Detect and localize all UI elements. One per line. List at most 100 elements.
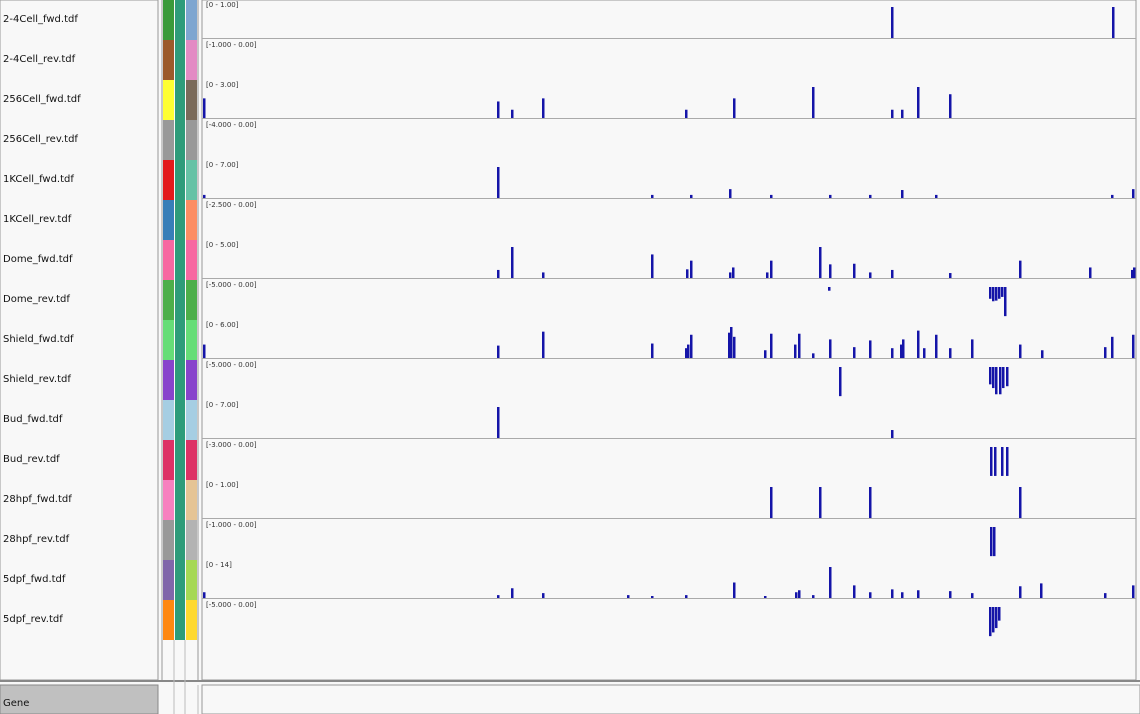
signal-bar: [1132, 585, 1135, 598]
signal-bar: [891, 269, 894, 278]
attr-color: [175, 0, 185, 40]
track-name[interactable]: 256Cell_rev.tdf: [3, 134, 78, 145]
signal-bar: [829, 339, 832, 358]
track-name[interactable]: Shield_rev.tdf: [3, 374, 71, 385]
signal-bar: [971, 339, 974, 358]
range-label: [-5.000 - 0.00]: [206, 281, 257, 289]
signal-bar: [1111, 336, 1114, 358]
signal-bar: [853, 263, 856, 278]
track-name[interactable]: 5dpf_rev.tdf: [3, 614, 63, 625]
signal-bar: [989, 287, 992, 299]
signal-bar: [764, 596, 767, 598]
range-label: [0 - 1.00]: [206, 1, 239, 9]
track-name[interactable]: Bud_fwd.tdf: [3, 414, 63, 425]
signal-bar: [949, 94, 952, 118]
track-name[interactable]: 1KCell_fwd.tdf: [3, 174, 74, 185]
track-name[interactable]: Bud_rev.tdf: [3, 454, 60, 465]
signal-bar: [989, 367, 992, 385]
range-label: [-1.000 - 0.00]: [206, 521, 257, 529]
signal-bar: [1132, 334, 1135, 358]
attr-color: [163, 80, 174, 120]
track-name[interactable]: 1KCell_rev.tdf: [3, 214, 72, 225]
signal-bar: [1111, 194, 1114, 198]
attr-color: [163, 400, 174, 440]
attr-color: [163, 360, 174, 400]
attr-color: [175, 560, 185, 600]
signal-bar: [1006, 367, 1009, 387]
range-label: [0 - 14]: [206, 561, 232, 569]
signal-bar: [497, 269, 500, 278]
signal-bar: [1001, 447, 1004, 476]
attr-color: [163, 280, 174, 320]
signal-bar: [869, 194, 872, 198]
attr-color: [175, 360, 185, 400]
signal-bar: [901, 109, 904, 118]
signal-bar: [853, 585, 856, 598]
signal-bar: [1104, 347, 1107, 358]
attr-color: [186, 520, 197, 560]
gene-data-cell: [201, 684, 1140, 714]
signal-bar: [949, 348, 952, 358]
attr-color: [175, 120, 185, 160]
signal-bar: [1089, 267, 1092, 278]
signal-bar: [794, 344, 797, 358]
track-name[interactable]: 28hpf_rev.tdf: [3, 534, 70, 545]
track-name[interactable]: 28hpf_fwd.tdf: [3, 494, 72, 505]
signal-bar: [812, 595, 815, 598]
signal-bar: [733, 336, 736, 358]
signal-bar: [685, 109, 688, 118]
data-panel: [201, 0, 1137, 681]
signal-bar: [1131, 269, 1134, 278]
signal-bar: [732, 267, 735, 278]
attr-color: [163, 160, 174, 200]
signal-bar: [935, 194, 938, 198]
signal-bar: [819, 487, 822, 518]
attr-color: [186, 320, 197, 360]
signal-bar: [497, 407, 500, 438]
signal-bar: [542, 331, 545, 358]
signal-bar: [1004, 287, 1007, 317]
track-name[interactable]: Shield_fwd.tdf: [3, 334, 74, 345]
signal-bar: [686, 269, 689, 278]
attr-color: [163, 560, 174, 600]
track-name[interactable]: 5dpf_fwd.tdf: [3, 574, 66, 585]
signal-bar: [542, 98, 545, 118]
track-name[interactable]: Dome_fwd.tdf: [3, 254, 73, 265]
attr-color: [175, 240, 185, 280]
signal-bar: [891, 109, 894, 118]
signal-bar: [651, 254, 654, 278]
attr-color: [175, 200, 185, 240]
signal-bar: [902, 339, 905, 358]
signal-bar: [995, 607, 998, 629]
signal-bar: [729, 189, 732, 198]
signal-bar: [949, 273, 952, 278]
track-name[interactable]: 2-4Cell_fwd.tdf: [3, 14, 78, 25]
signal-bar: [795, 592, 798, 598]
signal-bar: [542, 272, 545, 278]
track-name[interactable]: 2-4Cell_rev.tdf: [3, 54, 76, 65]
track-name[interactable]: Dome_rev.tdf: [3, 294, 70, 305]
signal-bar: [203, 194, 206, 198]
signal-bar: [798, 590, 801, 598]
signal-bar: [770, 487, 773, 518]
signal-bar: [992, 367, 995, 389]
signal-bar: [995, 367, 998, 395]
range-label: [0 - 5.00]: [206, 241, 239, 249]
range-label: [-1.000 - 0.00]: [206, 41, 257, 49]
attr-color: [175, 440, 185, 480]
gene-track-name[interactable]: Gene: [3, 698, 29, 709]
track-name[interactable]: 256Cell_fwd.tdf: [3, 94, 81, 105]
signal-bar: [949, 591, 952, 598]
attr-color: [175, 80, 185, 120]
gene-name-cell[interactable]: [0, 684, 159, 714]
signal-bar: [993, 527, 996, 557]
signal-bar: [1041, 350, 1044, 358]
signal-bar: [511, 109, 514, 118]
signal-bar: [651, 596, 654, 598]
range-label: [-3.000 - 0.00]: [206, 441, 257, 449]
range-label: [0 - 7.00]: [206, 401, 239, 409]
signal-bar: [770, 260, 773, 278]
signal-bar: [869, 340, 872, 358]
signal-bar: [1019, 586, 1022, 598]
signal-bar: [1112, 7, 1115, 38]
